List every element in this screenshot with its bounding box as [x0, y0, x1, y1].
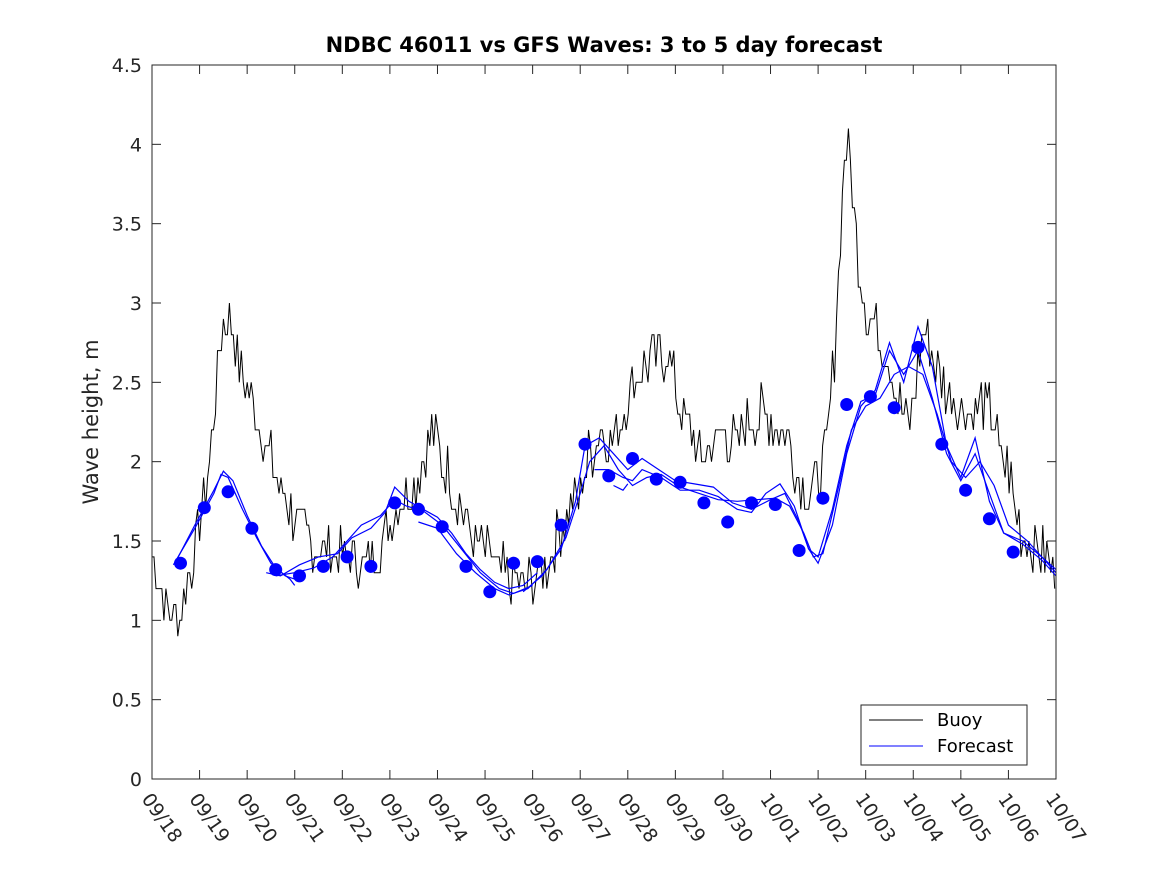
- plot-area: [152, 65, 1056, 779]
- forecast-point-12: [435, 520, 449, 534]
- y-tick-label: 4.5: [112, 55, 142, 77]
- forecast-point-7: [316, 559, 330, 573]
- forecast-point-27: [792, 544, 806, 557]
- buoy-line: [152, 128, 1056, 637]
- forecast-point-10: [388, 496, 402, 510]
- forecast-line-3: [266, 486, 538, 590]
- y-axis-ticks: 0 0.5 1 1.5 2 2.5 3 3.5 4 4.5: [112, 55, 1056, 791]
- forecast-point-31: [887, 401, 901, 415]
- y-tick-label: 4: [130, 134, 142, 156]
- forecast-point-15: [507, 556, 521, 570]
- forecast-line-8: [613, 483, 629, 491]
- forecast-point-32: [911, 340, 925, 354]
- forecast-points: [174, 340, 1020, 599]
- forecast-point-20: [626, 452, 639, 465]
- y-tick-label: 1.5: [112, 531, 142, 553]
- y-tick-label: 0: [130, 769, 142, 791]
- forecast-point-34: [959, 483, 973, 497]
- legend: Buoy Forecast: [860, 704, 1028, 766]
- y-tick-label: 1: [130, 610, 142, 632]
- forecast-point-11: [411, 502, 425, 516]
- forecast-point-9: [364, 559, 378, 573]
- y-tick-label: 2.5: [112, 372, 142, 394]
- forecast-point-4: [245, 521, 259, 535]
- forecast-point-29: [840, 398, 854, 411]
- forecast-point-5: [269, 563, 283, 577]
- forecast-point-8: [340, 550, 354, 564]
- axes-frame: [151, 64, 1057, 780]
- forecast-point-24: [721, 515, 735, 529]
- y-tick-label: 3.5: [112, 214, 142, 236]
- legend-forecast-label: Forecast: [937, 736, 1013, 757]
- legend-box: [860, 704, 1028, 766]
- y-axis-label: Wave height, m: [79, 339, 103, 504]
- forecast-point-33: [935, 437, 949, 451]
- forecast-point-26: [768, 498, 782, 511]
- y-tick-label: 0.5: [112, 690, 142, 712]
- forecast-point-16: [530, 555, 544, 569]
- forecast-line-7: [594, 324, 1057, 577]
- forecast-point-30: [863, 390, 877, 404]
- forecast-point-14: [483, 585, 497, 599]
- forecast-point-35: [982, 512, 996, 526]
- y-tick-label: 2: [130, 452, 142, 474]
- forecast-point-18: [578, 437, 592, 451]
- forecast-point-25: [745, 496, 758, 510]
- forecast-point-19: [602, 469, 616, 483]
- legend-buoy-label: Buoy: [937, 710, 983, 731]
- forecast-point-2: [197, 501, 211, 515]
- buoy-series: [152, 128, 1056, 637]
- forecast-point-21: [649, 472, 663, 486]
- forecast-point-13: [459, 559, 473, 573]
- forecast-point-23: [697, 496, 711, 510]
- forecast-point-22: [673, 475, 687, 489]
- forecast-point-17: [554, 518, 568, 532]
- forecast-point-3: [221, 485, 235, 499]
- forecast-point-6: [293, 569, 306, 583]
- forecast-point-1: [174, 556, 187, 570]
- chart-title: NDBC 46011 vs GFS Waves: 3 to 5 day fore…: [326, 33, 883, 57]
- forecast-point-36: [1006, 545, 1020, 559]
- y-tick-label: 3: [130, 293, 142, 315]
- forecast-point-28: [816, 491, 830, 505]
